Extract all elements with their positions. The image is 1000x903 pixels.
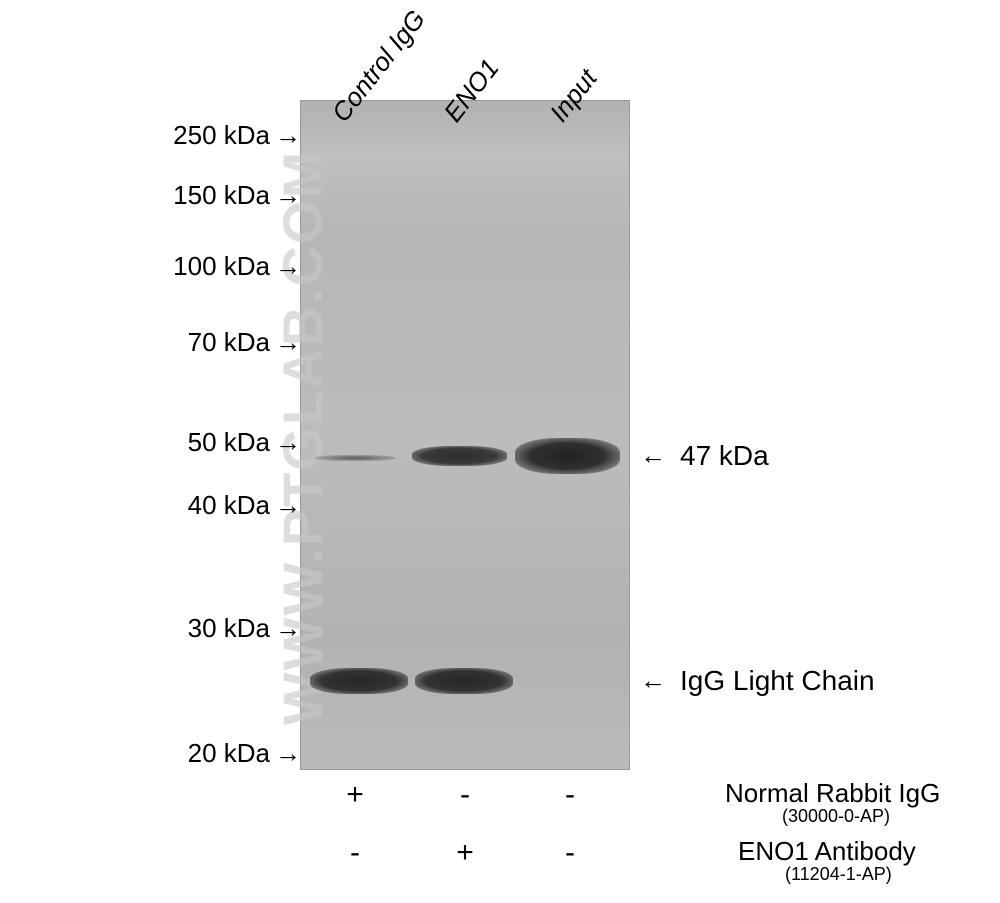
band-control-47kda [315,455,395,461]
blot-figure: WWW.PTGLAB.COM 250 kDa → 150 kDa → 100 k… [0,0,1000,903]
annotation-arrow-igg-lc: ← [640,665,666,696]
ladder-arrow: → [275,120,301,151]
ladder-30: 30 kDa [165,613,270,644]
ladder-arrow: → [275,613,301,644]
ladder-arrow: → [275,427,301,458]
ladder-50: 50 kDa [165,427,270,458]
treat-mark: - [345,836,365,870]
ladder-arrow: → [275,180,301,211]
ladder-40: 40 kDa [165,490,270,521]
ladder-100: 100 kDa [165,251,270,282]
treat-mark: - [560,836,580,870]
annotation-igg-lc: IgG Light Chain [680,665,875,697]
treat-sublabel-normal-rabbit-igg: (30000-0-AP) [782,806,890,827]
band-eno1-igg-lc [415,668,513,694]
band-input-47kda [515,438,620,474]
ladder-arrow: → [275,738,301,769]
treat-mark: + [345,778,365,812]
annotation-arrow-47kda: ← [640,440,666,471]
treat-label-normal-rabbit-igg: Normal Rabbit IgG [725,778,940,809]
band-eno1-47kda [412,446,507,466]
ladder-250: 250 kDa [165,120,270,151]
ladder-arrow: → [275,327,301,358]
ladder-arrow: → [275,251,301,282]
treat-sublabel-eno1-antibody: (11204-1-AP) [785,864,892,885]
ladder-arrow: → [275,490,301,521]
treat-mark: - [455,778,475,812]
ladder-20: 20 kDa [165,738,270,769]
band-control-igg-lc [310,668,408,694]
ladder-70: 70 kDa [165,327,270,358]
treat-mark: - [560,778,580,812]
treat-label-eno1-antibody: ENO1 Antibody [738,836,916,867]
ladder-150: 150 kDa [165,180,270,211]
annotation-47kda: 47 kDa [680,440,769,472]
treat-mark: + [455,836,475,870]
